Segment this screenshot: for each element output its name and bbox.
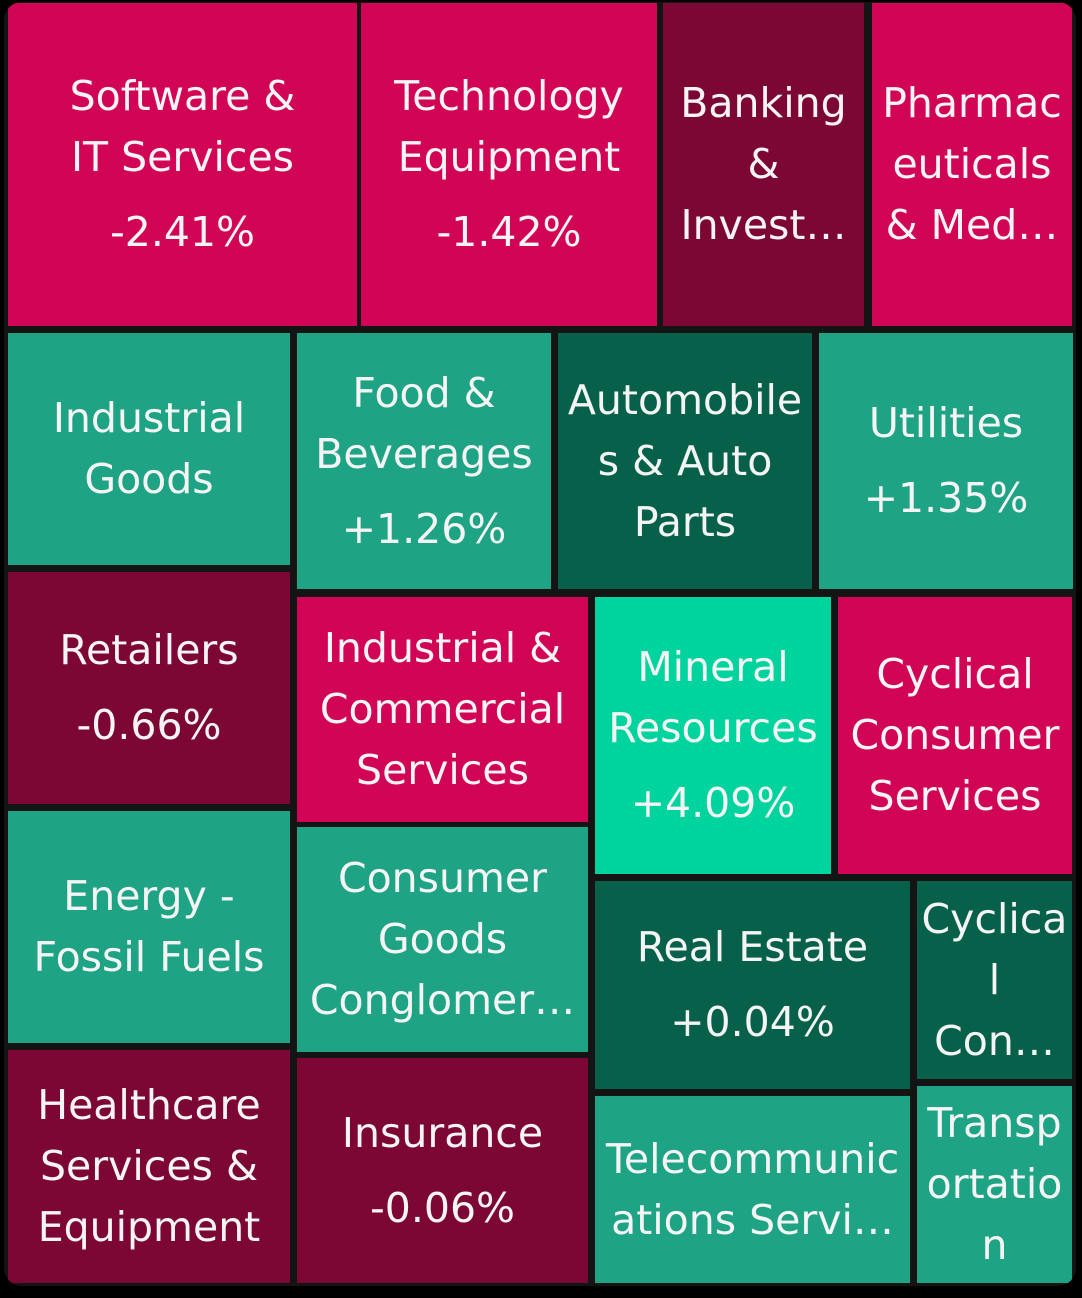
treemap-tile[interactable]: Retailers -0.66% <box>8 572 290 804</box>
tile-change-percent: +0.04% <box>670 998 835 1046</box>
tile-sector-name: Transp ortatio n <box>926 1099 1063 1269</box>
tile-change-percent: -0.66% <box>76 701 222 749</box>
treemap-tile[interactable]: Cyclica l Con… <box>917 881 1072 1079</box>
treemap-tile[interactable]: Technology Equipment -1.42% <box>361 3 657 326</box>
treemap-tile[interactable]: Automobile s & Auto Parts <box>558 333 812 589</box>
tile-change-percent: -2.41% <box>109 208 256 256</box>
treemap-tile[interactable]: Transp ortatio n <box>917 1086 1072 1283</box>
tile-change-percent: +1.35% <box>863 474 1029 522</box>
treemap-tile[interactable]: Telecommunic ations Servi… <box>595 1096 910 1283</box>
tile-sector-name: Software & IT Services <box>69 72 296 181</box>
treemap-tile[interactable]: Energy - Fossil Fuels <box>8 811 290 1043</box>
tile-sector-name: Energy - Fossil Fuels <box>33 872 265 981</box>
tile-sector-name: Real Estate <box>636 923 869 971</box>
treemap-tile[interactable]: Insurance -0.06% <box>297 1058 588 1283</box>
treemap-tile[interactable]: Cyclical Consumer Services <box>838 597 1072 874</box>
tile-change-percent: -0.06% <box>369 1183 516 1232</box>
treemap-tile[interactable]: Utilities +1.35% <box>819 333 1073 589</box>
tile-sector-name: Healthcare Services & Equipment <box>37 1081 261 1251</box>
tile-change-percent: -1.42% <box>436 208 582 256</box>
tile-sector-name: Technology Equipment <box>394 72 624 181</box>
treemap-tile[interactable]: Consumer Goods Conglomer… <box>297 827 588 1052</box>
tile-sector-name: Automobile s & Auto Parts <box>567 375 803 546</box>
tile-sector-name: Banking & Invest… <box>680 79 847 249</box>
treemap-tile[interactable]: Healthcare Services & Equipment <box>8 1050 290 1283</box>
treemap-tile[interactable]: Industrial & Commercial Services <box>297 597 588 822</box>
tile-sector-name: Cyclica l Con… <box>921 894 1068 1065</box>
tile-sector-name: Consumer Goods Conglomer… <box>309 854 576 1024</box>
sector-treemap: Software & IT Services -2.41% Technology E… <box>4 2 1076 1286</box>
treemap-tile[interactable]: Real Estate +0.04% <box>595 881 910 1089</box>
tile-sector-name: Telecommunic ations Servi… <box>605 1134 900 1244</box>
tile-sector-name: Food & Beverages <box>315 368 533 478</box>
tile-sector-name: Retailers <box>59 626 239 674</box>
tile-sector-name: Mineral Resources <box>608 643 818 752</box>
treemap-tile[interactable]: Pharmac euticals & Med… <box>872 3 1072 326</box>
treemap-tile[interactable]: Mineral Resources +4.09% <box>595 597 831 874</box>
tile-sector-name: Industrial Goods <box>52 394 246 503</box>
tile-sector-name: Pharmac euticals & Med… <box>882 79 1062 249</box>
treemap-tile[interactable]: Software & IT Services -2.41% <box>8 3 357 326</box>
tile-change-percent: +4.09% <box>630 779 796 827</box>
tile-sector-name: Industrial & Commercial Services <box>319 624 566 794</box>
tile-sector-name: Cyclical Consumer Services <box>850 650 1060 820</box>
treemap-tile[interactable]: Industrial Goods <box>8 333 290 565</box>
treemap-tile[interactable]: Banking & Invest… <box>663 3 864 326</box>
treemap-tile[interactable]: Food & Beverages +1.26% <box>297 333 551 589</box>
tile-sector-name: Insurance <box>341 1108 544 1157</box>
tile-change-percent: +1.26% <box>341 504 507 553</box>
tile-sector-name: Utilities <box>868 399 1024 447</box>
